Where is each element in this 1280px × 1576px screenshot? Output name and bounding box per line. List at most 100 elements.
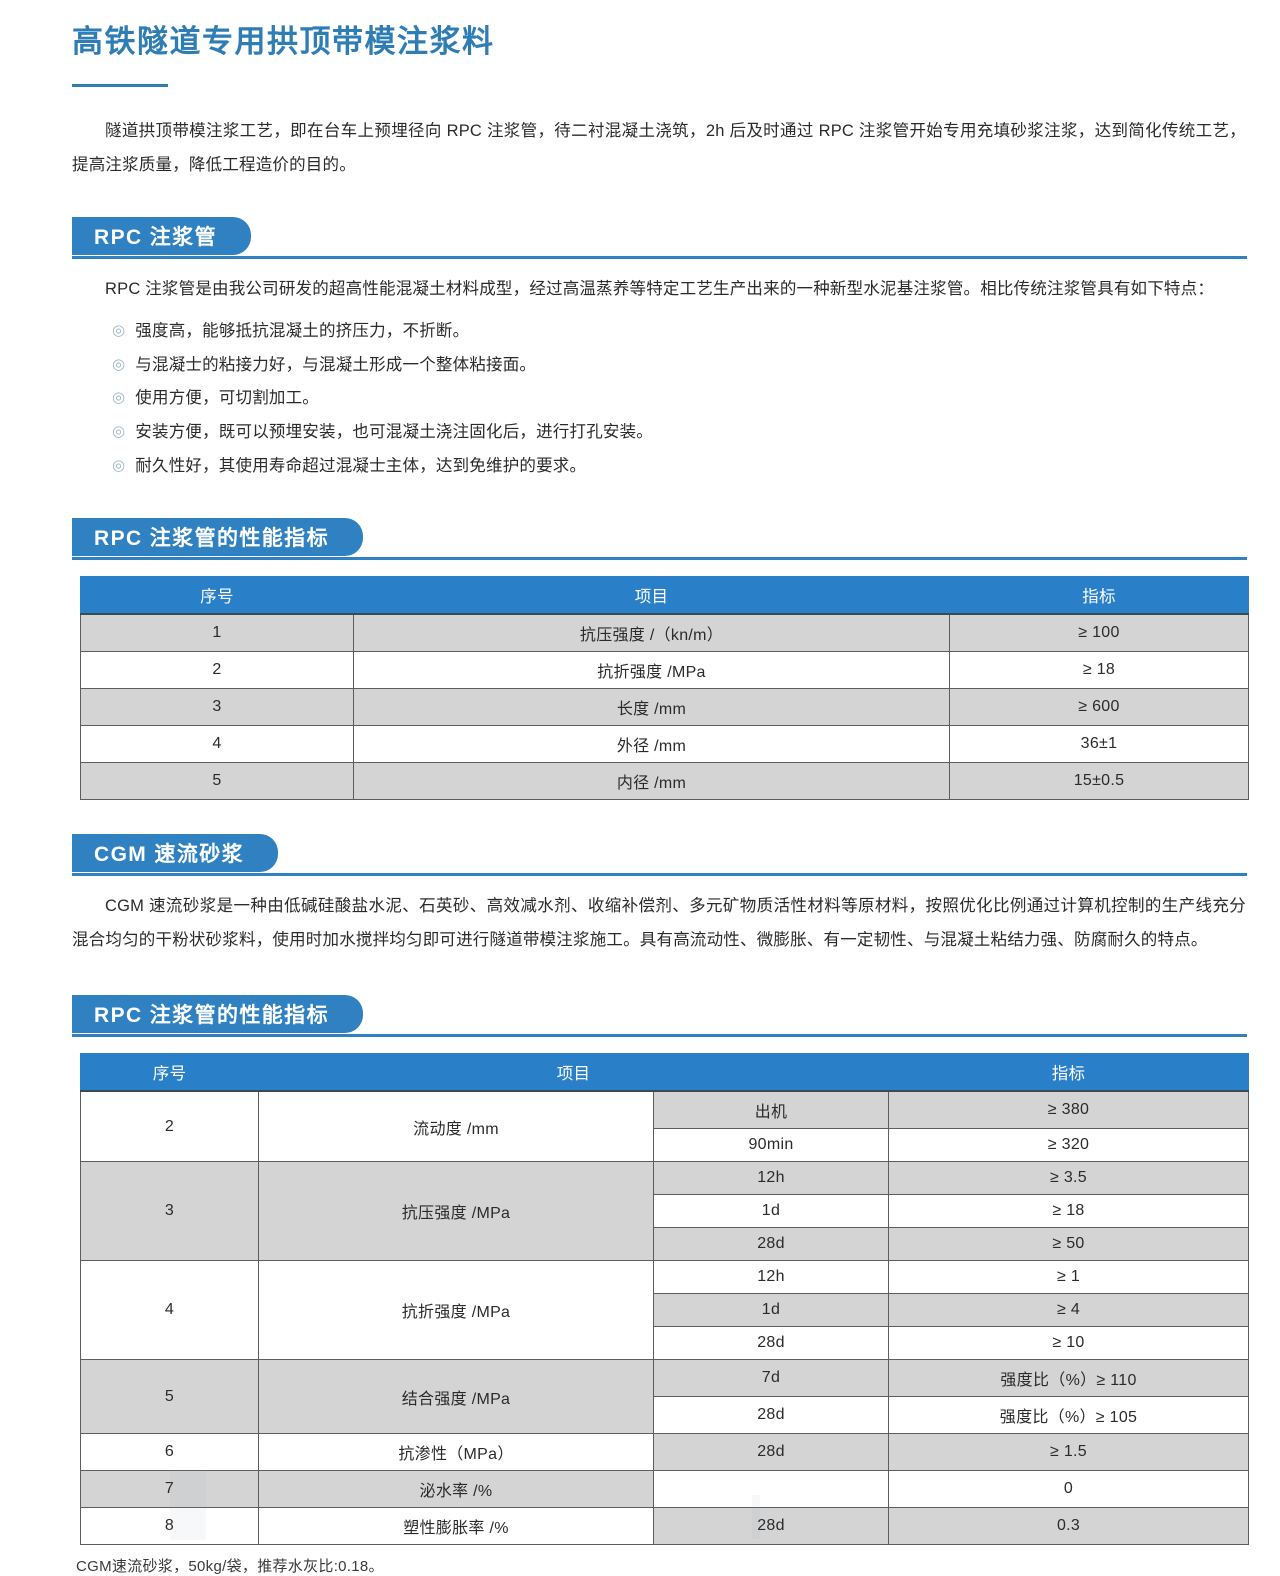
- section-header-cgm-mortar: CGM 速流砂浆: [72, 833, 1247, 876]
- table-row: 5 内径 /mm 15±0.5: [80, 761, 1249, 800]
- rpc-spec-table: 序号 项目 指标 1 抗压强度 /（kn/m） ≥ 100 2 抗折强度 /MP…: [80, 575, 1249, 800]
- table-row: 3 抗压强度 /MPa 12h ≥ 3.5: [80, 1161, 1250, 1262]
- table-row: 1 抗压强度 /（kn/m） ≥ 100: [80, 613, 1249, 652]
- cell-no: 2: [80, 650, 354, 689]
- section-header-rpc-spec: RPC 注浆管的性能指标: [72, 517, 1247, 560]
- title-underline: [72, 84, 168, 88]
- cell-value: ≥ 3.5: [888, 1161, 1250, 1196]
- column-header-no: 序号: [80, 1053, 259, 1093]
- cell-item: 抗折强度 /MPa: [258, 1260, 654, 1361]
- cell-age: 28d: [652, 1507, 890, 1546]
- double-circle-bullet-icon: ◎: [112, 389, 126, 407]
- rpc-pipe-paragraph: RPC 注浆管是由我公司研发的超高性能混凝土材料成型，经过高温蒸养等特定工艺生产…: [105, 279, 1215, 298]
- list-item: ◎ 使用方便，可切割加工。: [112, 382, 1280, 416]
- table-row: 2 抗折强度 /MPa ≥ 18: [80, 650, 1249, 689]
- cell-age: 12h: [652, 1161, 890, 1196]
- table-row: 90min ≥ 320: [81, 1128, 1250, 1163]
- list-item-label: 强度高，能够抵抗混凝土的挤压力，不折断。: [135, 321, 470, 340]
- column-header-value: 指标: [949, 575, 1249, 615]
- cell-value: ≥ 18: [949, 650, 1249, 689]
- cell-value: ≥ 100: [949, 613, 1249, 652]
- section-header-rpc-pipe: RPC 注浆管: [72, 216, 1247, 259]
- table-row: 2 流动度 /mm 出机 ≥ 380: [80, 1090, 1250, 1163]
- table-row: 28d 强度比（%）≥ 105: [81, 1396, 1250, 1435]
- table-row: 7 泌水率 /% 0: [80, 1470, 1250, 1509]
- page-title: 高铁隧道专用拱顶带模注浆料: [72, 24, 495, 59]
- section-rule: [72, 556, 1247, 560]
- cell-value: ≥ 320: [888, 1128, 1250, 1163]
- section-header-cgm-spec: RPC 注浆管的性能指标: [72, 995, 1247, 1038]
- double-circle-bullet-icon: ◎: [112, 355, 126, 373]
- table-row: 28d ≥ 50: [81, 1227, 1250, 1262]
- double-circle-bullet-icon: ◎: [112, 423, 126, 441]
- cell-item: 塑性膨胀率 /%: [258, 1507, 654, 1546]
- cell-item: 内径 /mm: [353, 761, 950, 800]
- table-row: 4 外径 /mm 36±1: [80, 724, 1249, 763]
- table-header-row: 序号 项目 指标: [80, 575, 1249, 615]
- section-rule: [72, 255, 1247, 259]
- list-item: ◎ 与混凝士的粘接力好，与混凝土形成一个整体粘接面。: [112, 349, 1280, 383]
- cell-no: 1: [80, 613, 354, 652]
- column-header-item: 项目: [353, 575, 950, 615]
- cell-value: 强度比（%）≥ 105: [888, 1396, 1250, 1435]
- cell-value: ≥ 380: [888, 1090, 1250, 1130]
- cell-no: 2: [80, 1090, 259, 1163]
- cell-value: ≥ 18: [888, 1194, 1250, 1229]
- rpc-pipe-feature-list: ◎ 强度高，能够抵抗混凝土的挤压力，不折断。 ◎ 与混凝士的粘接力好，与混凝土形…: [0, 315, 1280, 484]
- cell-no: 8: [80, 1507, 259, 1546]
- table-header-row: 序号 项目 指标: [80, 1053, 1250, 1093]
- cell-item: 抗压强度 /（kn/m）: [353, 613, 950, 652]
- cell-value: ≥ 1.5: [888, 1433, 1250, 1472]
- cell-age: 1d: [652, 1194, 890, 1229]
- table-row: 3 长度 /mm ≥ 600: [80, 687, 1249, 726]
- cell-item: 泌水率 /%: [258, 1470, 654, 1509]
- cell-value: ≥ 1: [888, 1260, 1250, 1295]
- cell-no: 7: [80, 1470, 259, 1509]
- section-badge-rpc-spec: RPC 注浆管的性能指标: [72, 517, 363, 556]
- list-item-label: 使用方便，可切割加工。: [135, 389, 319, 408]
- list-item: ◎ 强度高，能够抵抗混凝土的挤压力，不折断。: [112, 315, 1280, 349]
- list-item-label: 与混凝士的粘接力好，与混凝土形成一个整体粘接面。: [135, 355, 537, 374]
- cell-value: 36±1: [949, 724, 1249, 763]
- cell-no: 5: [80, 761, 354, 800]
- cgm-spec-table: 序号 项目 指标 2 流动度 /mm 出机 ≥ 380 90min ≥ 320 …: [80, 1053, 1250, 1546]
- cell-item: 抗压强度 /MPa: [258, 1161, 654, 1262]
- double-circle-bullet-icon: ◎: [112, 321, 126, 339]
- table-row: 6 抗渗性（MPa） 28d ≥ 1.5: [80, 1433, 1250, 1472]
- cell-age: 12h: [652, 1260, 890, 1295]
- cell-item: 外径 /mm: [353, 724, 950, 763]
- cell-value: 0: [888, 1470, 1250, 1509]
- table-row: 4 抗折强度 /MPa 12h ≥ 1: [80, 1260, 1250, 1361]
- title-block: 高铁隧道专用拱顶带模注浆料: [0, 0, 1280, 88]
- cell-value: ≥ 10: [888, 1326, 1250, 1361]
- cell-value: ≥ 4: [888, 1293, 1250, 1328]
- cell-age: 1d: [652, 1293, 890, 1328]
- cell-item: 长度 /mm: [353, 687, 950, 726]
- list-item-label: 安装方便，既可以预埋安装，也可混凝土浇注固化后，进行打孔安装。: [135, 423, 653, 442]
- table-row: 1d ≥ 4: [81, 1293, 1250, 1328]
- table-row: 1d ≥ 18: [81, 1194, 1250, 1229]
- cell-value: 15±0.5: [949, 761, 1249, 800]
- cell-no: 3: [80, 1161, 259, 1262]
- list-item-label: 耐久性好，其使用寿命超过混凝士主体，达到免维护的要求。: [135, 456, 587, 475]
- table-row: 5 结合强度 /MPa 7d 强度比（%）≥ 110: [80, 1359, 1250, 1435]
- cell-no: 4: [80, 724, 354, 763]
- double-circle-bullet-icon: ◎: [112, 456, 126, 474]
- cell-no: 6: [80, 1433, 259, 1472]
- cell-value: 强度比（%）≥ 110: [888, 1359, 1250, 1398]
- cell-value: 0.3: [888, 1507, 1250, 1546]
- column-header-value: 指标: [888, 1053, 1250, 1093]
- cell-value: ≥ 50: [888, 1227, 1250, 1262]
- cell-age: 90min: [652, 1128, 890, 1163]
- cell-value: ≥ 600: [949, 687, 1249, 726]
- cell-age: 28d: [652, 1396, 890, 1435]
- cell-item: 抗渗性（MPa）: [258, 1433, 654, 1472]
- cell-age: 7d: [652, 1359, 890, 1398]
- cell-age: 28d: [652, 1227, 890, 1262]
- section-badge-cgm-spec: RPC 注浆管的性能指标: [72, 995, 363, 1034]
- intro-paragraph: 隧道拱顶带模注浆工艺，即在台车上预埋径向 RPC 注浆管，待二衬混凝土浇筑，2h…: [72, 122, 1246, 175]
- table-row: 8 塑性膨胀率 /% 28d 0.3: [80, 1507, 1250, 1546]
- list-item: ◎ 安装方便，既可以预埋安装，也可混凝土浇注固化后，进行打孔安装。: [112, 416, 1280, 450]
- list-item: ◎ 耐久性好，其使用寿命超过混凝士主体，达到免维护的要求。: [112, 450, 1280, 484]
